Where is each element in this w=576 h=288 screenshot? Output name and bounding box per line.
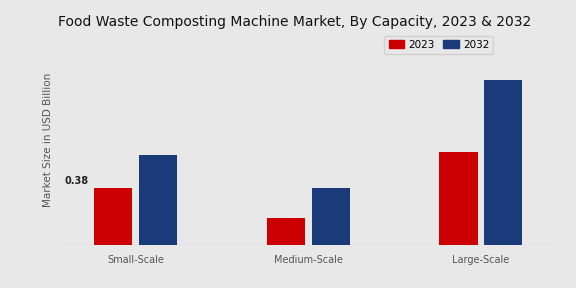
Bar [94,188,132,245]
Bar [439,152,478,245]
Bar [139,155,177,245]
Y-axis label: Market Size in USD Billion: Market Size in USD Billion [43,73,54,207]
Bar [312,188,350,245]
Text: 0.38: 0.38 [65,176,89,186]
Legend: 2023, 2032: 2023, 2032 [384,35,494,54]
Bar [484,79,522,245]
Text: Food Waste Composting Machine Market, By Capacity, 2023 & 2032: Food Waste Composting Machine Market, By… [58,15,531,29]
Bar [267,218,305,245]
